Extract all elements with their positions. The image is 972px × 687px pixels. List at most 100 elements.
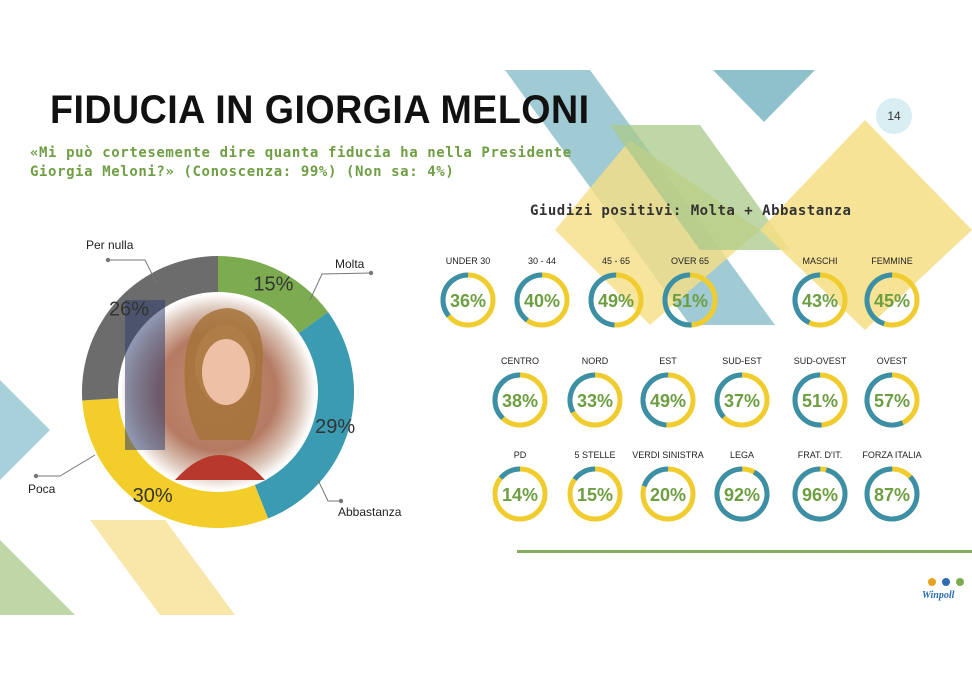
donut-slice-per-nulla	[82, 256, 218, 401]
donut-slice-abbastanza	[254, 312, 354, 519]
gauge-percent-label: 49%	[598, 291, 634, 311]
green-divider-line	[517, 550, 972, 553]
donut-category-label: Molta	[335, 257, 365, 271]
gauge-sud-ovest: SUD-OVEST 51%	[792, 356, 848, 428]
gauge-percent-label: 20%	[650, 485, 686, 505]
leader-dot	[105, 257, 111, 263]
page-number-badge: 14	[876, 98, 912, 134]
gauge-percent-label: 38%	[502, 391, 538, 411]
gauge-percent-label: 51%	[802, 391, 838, 411]
logo-text: Winpoll	[922, 590, 955, 601]
donut-percent-label: 30%	[133, 485, 173, 507]
question-subtitle: «Mi può cortesemente dire quanta fiducia…	[30, 145, 572, 180]
gauge-percent-label: 43%	[802, 291, 838, 311]
gauge-category-label: MASCHI	[802, 256, 837, 266]
gauge-percent-label: 45%	[874, 291, 910, 311]
gauge-value-arc	[662, 272, 718, 328]
gauge-percent-label: 36%	[450, 291, 486, 311]
donut-category-label: Poca	[28, 482, 56, 496]
deco-teal-triangle-top	[713, 70, 815, 122]
gauge-verdi-sinistra: VERDI SINISTRA 20%	[632, 450, 704, 522]
gauge-value-arc	[440, 272, 496, 328]
gauge-frat-d-it-: FRAT. D'IT. 96%	[792, 450, 848, 522]
gauge-5-stelle: 5 STELLE 15%	[567, 450, 623, 522]
gauge-femmine: FEMMINE 45%	[864, 256, 920, 328]
leader-line	[317, 479, 341, 502]
gauge-percent-label: 37%	[724, 391, 760, 411]
gauge-value-arc	[864, 372, 920, 428]
gauge-centro: CENTRO 38%	[492, 356, 548, 428]
donut-category-label: Per nulla	[86, 238, 134, 252]
deco-green-band	[610, 125, 790, 250]
positive-judgements-title: Giudizi positivi: Molta + Abbastanza	[530, 203, 852, 219]
gauge-category-label: LEGA	[730, 450, 754, 460]
leader-line	[108, 259, 157, 283]
gauge-percent-label: 87%	[874, 485, 910, 505]
donut-slice-poca	[82, 398, 269, 528]
gauge-category-label: CENTRO	[501, 356, 539, 366]
portrait-image	[120, 294, 316, 490]
gauge-value-arc	[640, 466, 696, 522]
gauge-value-arc	[492, 466, 548, 522]
gauge-category-label: OVER 65	[671, 256, 709, 266]
gauge-over-65: OVER 65 51%	[662, 256, 718, 328]
leader-line	[36, 454, 96, 477]
gauge-percent-label: 15%	[577, 485, 613, 505]
gauge-category-label: 5 STELLE	[574, 450, 615, 460]
deco-left-teal	[0, 380, 50, 480]
leader-dot	[33, 473, 39, 479]
gauge-value-arc	[640, 372, 696, 428]
gauge-ovest: OVEST 57%	[864, 356, 920, 428]
gauge-percent-label: 40%	[524, 291, 560, 311]
gauge-30-44: 30 - 44 40%	[514, 256, 570, 328]
gauge-category-label: FEMMINE	[871, 256, 913, 266]
gauge-value-arc	[714, 372, 770, 428]
gauge-percent-label: 92%	[724, 485, 760, 505]
gauge-percent-label: 96%	[802, 485, 838, 505]
gauge-sud-est: SUD-EST 37%	[714, 356, 770, 428]
gauge-percent-label: 33%	[577, 391, 613, 411]
gauge-value-arc	[492, 372, 548, 428]
gauge-lega: LEGA 92%	[714, 450, 770, 522]
gauge-value-arc	[588, 272, 644, 328]
gauge-pd: PD 14%	[492, 450, 548, 522]
gauge-category-label: FRAT. D'IT.	[798, 450, 843, 460]
gauge-category-label: OVEST	[877, 356, 908, 366]
gauge-percent-label: 57%	[874, 391, 910, 411]
gauge-value-arc	[792, 272, 848, 328]
gauge-value-arc	[792, 372, 848, 428]
gauge-percent-label: 14%	[502, 485, 538, 505]
gauge-value-arc	[567, 466, 623, 522]
donut-percent-label: 29%	[315, 416, 355, 438]
gauge-category-label: 30 - 44	[528, 256, 556, 266]
gauge-category-label: SUD-EST	[722, 356, 762, 366]
gauge-category-label: SUD-OVEST	[794, 356, 847, 366]
leader-dot	[338, 498, 344, 504]
gauge-category-label: 45 - 65	[602, 256, 630, 266]
gauge-forza-italia: FORZA ITALIA 87%	[862, 450, 922, 522]
donut-percent-label: 15%	[253, 273, 293, 295]
donut-slice-molta	[218, 256, 329, 334]
leader-dot	[368, 270, 374, 276]
deco-left-yellow	[90, 520, 235, 615]
gauge-maschi: MASCHI 43%	[792, 256, 848, 328]
gauge-under-30: UNDER 30 36%	[440, 256, 496, 328]
gauge-category-label: UNDER 30	[446, 256, 491, 266]
gauge-est: EST 49%	[640, 356, 696, 428]
gauge-value-arc	[514, 272, 570, 328]
donut-category-label: Abbastanza	[338, 505, 402, 519]
donut-percent-label: 26%	[109, 298, 149, 320]
deco-left-green	[0, 540, 75, 615]
gauge-category-label: VERDI SINISTRA	[632, 450, 704, 460]
leader-line	[309, 272, 372, 301]
gauge-percent-label: 49%	[650, 391, 686, 411]
page-title: FIDUCIA IN GIORGIA MELONI	[50, 88, 590, 132]
gauge-45-65: 45 - 65 49%	[588, 256, 644, 328]
gauge-percent-label: 51%	[672, 291, 708, 311]
winpoll-logo: Winpoll	[922, 578, 970, 604]
gauge-category-label: NORD	[582, 356, 609, 366]
gauge-category-label: EST	[659, 356, 677, 366]
